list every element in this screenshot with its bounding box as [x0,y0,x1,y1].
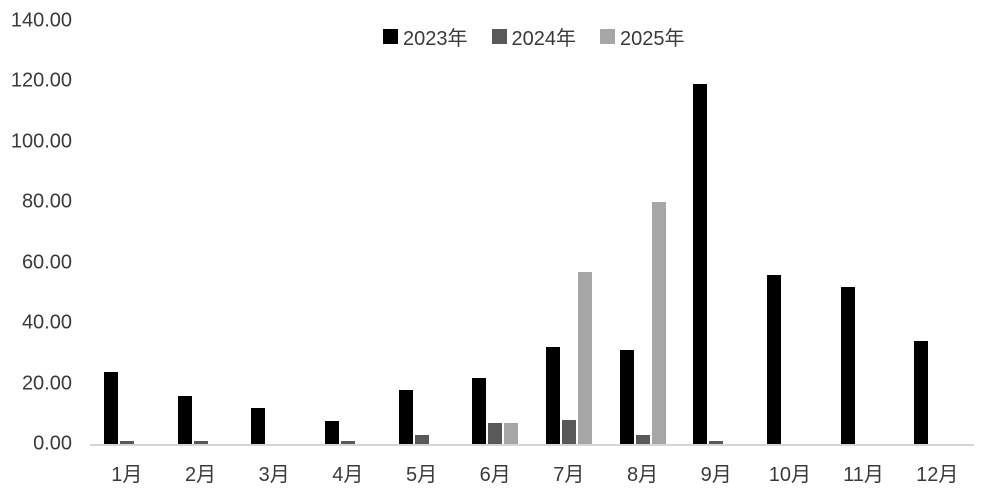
plot-area [90,21,974,446]
bar-2023年-5月 [398,389,413,444]
legend-label: 2023年 [403,28,468,50]
bar-2025年-8月 [651,202,666,444]
bar-cluster-6月 [458,21,532,444]
bar-cluster-10月 [753,21,827,444]
x-tick-label: 5月 [405,464,438,486]
y-axis: 140.00 120.00 100.00 80.00 60.00 40.00 20.00 0.… [0,10,72,455]
bar-2024年-7月 [561,419,576,444]
bar-cluster-8月 [606,21,680,444]
bar-2024年-9月 [709,440,724,444]
bar-2024年-4月 [340,440,355,444]
legend-item-2024年: 2024年 [491,22,577,51]
x-tick-label: 1月 [111,464,143,486]
x-tick-label: 10月 [768,464,811,486]
y-tick-label: 100.00 [10,130,72,153]
legend-swatch-icon [600,29,615,44]
bar-2024年-5月 [414,434,429,444]
bar-cluster-1月 [90,21,164,444]
x-tick-label: 11月 [843,464,884,486]
bar-2024年-8月 [635,434,650,444]
x-tick-label: 7月 [553,464,585,486]
y-tick-label: 60.00 [21,251,72,274]
bar-2023年-6月 [472,377,487,444]
bar-cluster-11月 [827,21,901,444]
x-tick-label: 12月 [916,464,959,486]
bar-cluster-4月 [311,21,385,444]
bar-cluster-12月 [900,21,974,444]
bar-2023年-2月 [177,395,192,444]
legend-label: 2025年 [620,28,685,50]
bar-2023年-4月 [324,421,339,444]
y-tick-label: 0.00 [33,432,72,455]
bar-2023年-1月 [103,371,118,444]
bar-2023年-8月 [619,350,634,444]
y-tick-label: 40.00 [21,311,72,334]
bar-2024年-6月 [488,422,503,444]
bar-2025年-6月 [504,422,519,444]
bar-2023年-10月 [766,274,781,444]
bar-2023年-3月 [251,407,266,444]
legend-label: 2024年 [511,28,577,50]
x-tick-label: 2月 [184,464,217,486]
bar-2023年-12月 [914,341,929,444]
legend-swatch-icon [491,29,507,44]
bar-2024年-2月 [193,440,208,444]
legend-item-2023年: 2023年 [383,22,468,51]
bar-cluster-9月 [679,21,753,444]
bar-2023年-7月 [545,347,560,444]
bar-2023年-11月 [840,286,855,444]
y-tick-label: 80.00 [21,190,72,213]
x-tick-label: 9月 [700,464,732,486]
x-tick-label: 6月 [479,464,511,486]
bar-cluster-5月 [385,21,459,444]
y-tick-label: 20.00 [21,372,72,395]
bar-2023年-9月 [693,84,708,444]
bar-2024年-1月 [119,440,134,444]
legend-swatch-icon [383,29,398,44]
legend: 2023年 2024年 2025年 [383,22,685,51]
bar-2025年-7月 [577,271,592,444]
x-tick-label: 4月 [332,464,364,486]
y-tick-label: 140.00 [10,9,72,32]
x-axis: 1月 2月 3月 4月 5月 6月 7月 8月 9月 10月 11月 12月 [90,458,974,487]
bar-cluster-7月 [532,21,606,444]
legend-item-2025年: 2025年 [600,22,685,51]
x-tick-label: 8月 [626,464,659,486]
x-tick-label: 3月 [258,464,290,486]
y-tick-label: 120.00 [10,69,72,92]
bar-cluster-3月 [237,21,311,444]
bar-cluster-2月 [164,21,238,444]
